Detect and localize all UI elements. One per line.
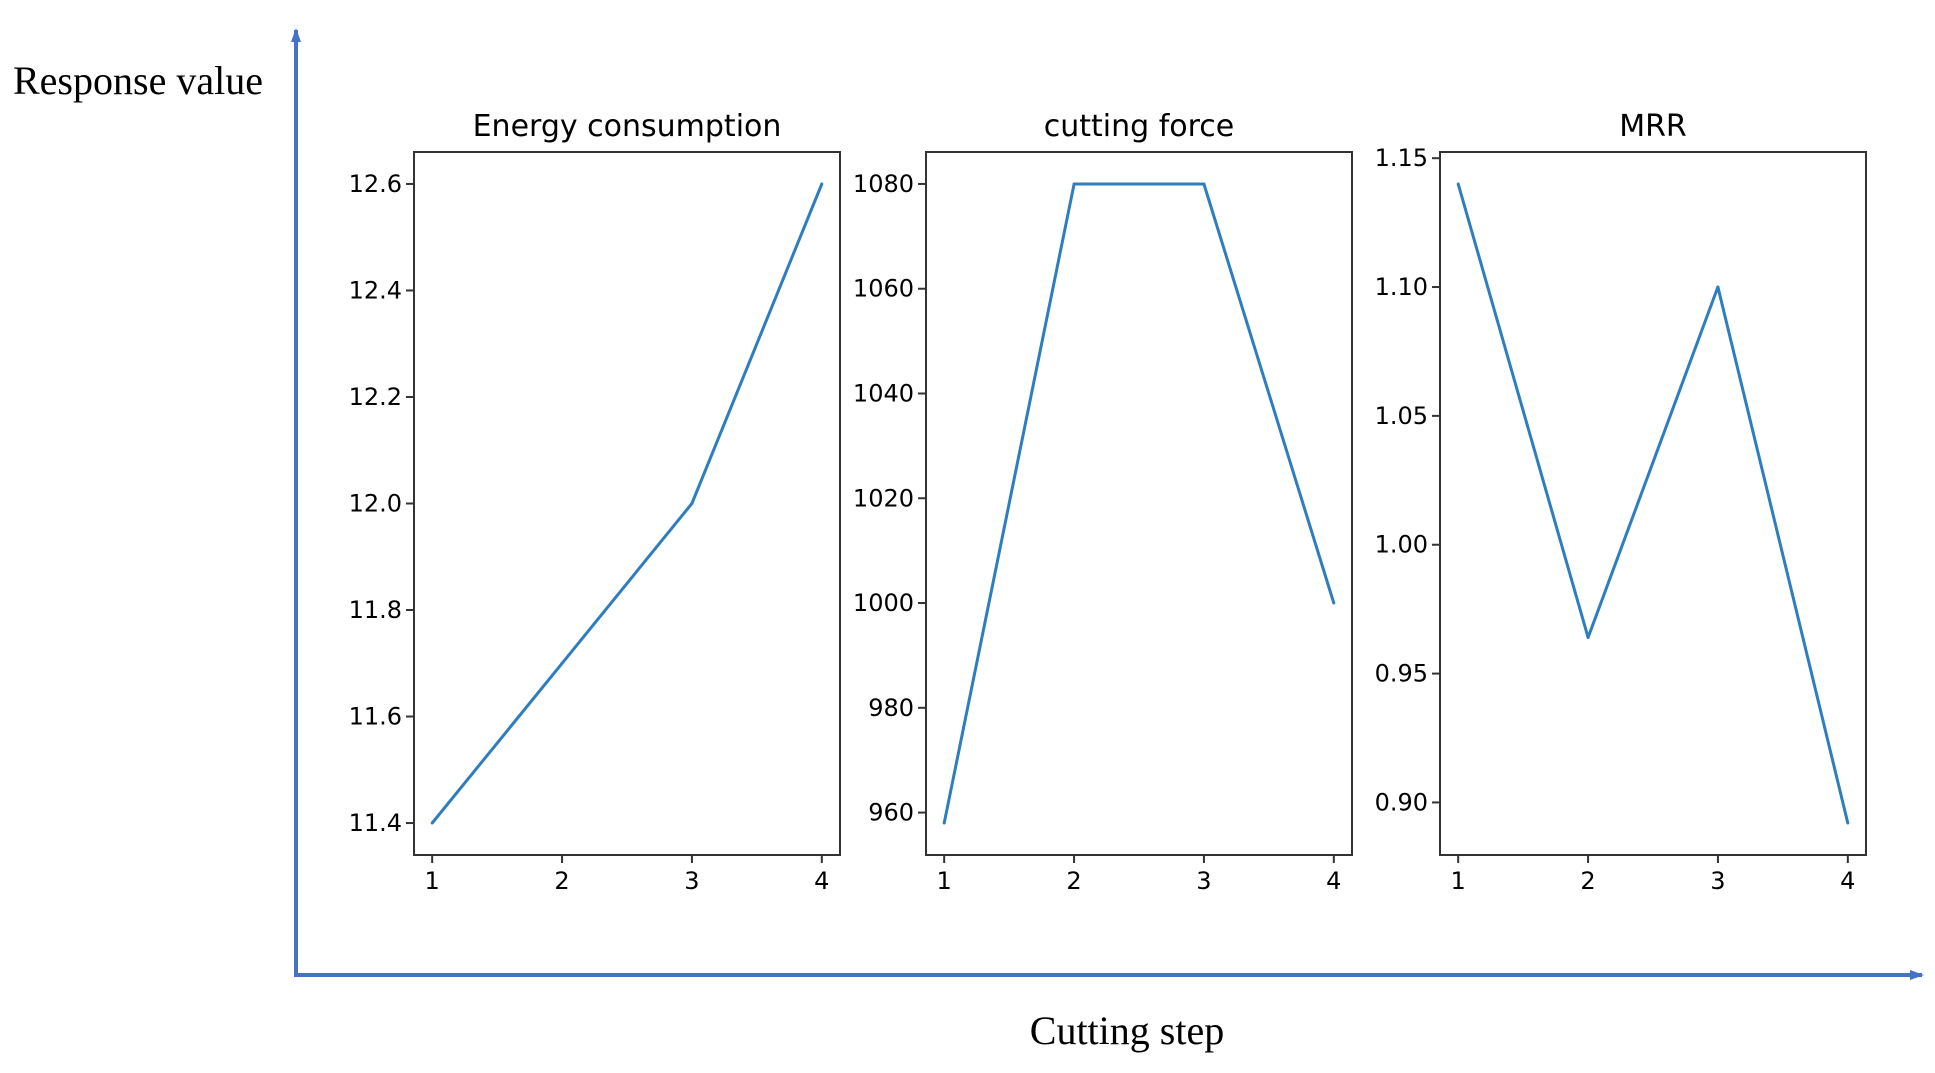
data-point (1332, 601, 1336, 605)
x-tick-label: 2 (1066, 867, 1081, 895)
y-tick-label: 0.95 (1375, 660, 1428, 688)
y-tick-label: 980 (868, 694, 914, 722)
y-tick-label: 1.15 (1375, 144, 1428, 172)
y-tick-label: 0.90 (1375, 788, 1428, 816)
series-line (942, 182, 1336, 824)
y-tick-label: 1060 (853, 275, 914, 303)
data-point (1846, 821, 1850, 825)
mrr-panel: MRR 0.90 0.95 1.00 1.05 1.10 1.15 1 2 3 4 (1375, 109, 1867, 895)
panel-title: cutting force (1044, 109, 1235, 144)
data-point (1202, 182, 1206, 186)
y-tick-label: 1.05 (1375, 402, 1428, 430)
plot-frame (1439, 151, 1867, 856)
cutting-step-label: Cutting step (1030, 1008, 1224, 1053)
data-point (690, 502, 694, 505)
x-tick-label: 2 (1580, 867, 1595, 895)
data-point (942, 821, 946, 825)
x-tick-label: 2 (554, 867, 569, 895)
x-tick-label: 3 (1196, 867, 1211, 895)
y-tick-label: 11.8 (349, 596, 402, 624)
y-tick-label: 11.4 (349, 809, 402, 837)
plot-frame (413, 151, 841, 856)
y-tick-label: 12.0 (349, 490, 402, 518)
plot-frame (925, 151, 1353, 856)
x-tick-label: 4 (1326, 867, 1341, 895)
series-line (431, 183, 824, 824)
y-tick-label: 1000 (853, 589, 914, 617)
x-tick-label: 3 (684, 867, 699, 895)
data-point (1586, 636, 1590, 640)
y-tick-label: 1.00 (1375, 531, 1428, 559)
x-tick-label: 4 (814, 867, 829, 895)
y-tick-label: 12.2 (349, 383, 402, 411)
y-tick-label: 960 (868, 799, 914, 827)
y-tick-label: 1020 (853, 484, 914, 512)
cutting-force-panel: cutting force 960 980 1000 1020 1040 1060 1080… (853, 109, 1353, 895)
y-tick-label: 11.6 (349, 703, 402, 731)
data-point (1716, 285, 1720, 289)
y-tick-label: 12.6 (349, 170, 402, 198)
panel-title: Energy consumption (473, 109, 782, 144)
series-line (1456, 183, 1850, 824)
y-tick-label: 12.4 (349, 276, 402, 304)
y-tick-label: 1040 (853, 379, 914, 407)
x-tick-label: 1 (937, 867, 952, 895)
x-tick-label: 3 (1710, 867, 1725, 895)
data-point (1456, 182, 1460, 186)
panel-title: MRR (1619, 109, 1687, 144)
x-tick-label: 1 (425, 867, 440, 895)
data-point (1072, 182, 1076, 186)
data-point (560, 661, 564, 665)
data-point (820, 182, 824, 186)
x-tick-label: 1 (1451, 867, 1466, 895)
y-tick-label: 1080 (853, 170, 914, 198)
data-point (430, 821, 434, 825)
response-value-label: Response value (13, 58, 263, 103)
x-tick-label: 4 (1840, 867, 1855, 895)
y-tick-label: 1.10 (1375, 273, 1428, 301)
energy-consumption-panel: Energy consumption 11.4 11.6 11.8 12.0 12.2 1… (349, 109, 841, 895)
